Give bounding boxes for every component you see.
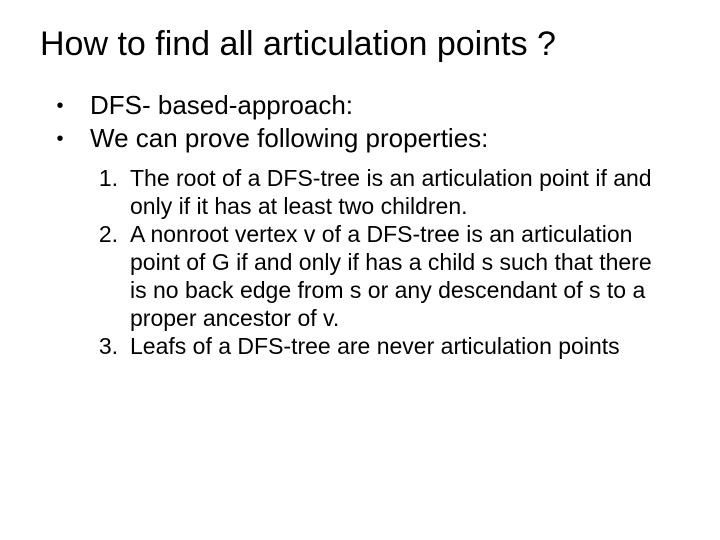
- bullet-item-1: • DFS- based-approach:: [30, 89, 690, 122]
- bullet-item-2: • We can prove following properties:: [30, 122, 690, 155]
- bullet-text-1: DFS- based-approach:: [90, 89, 353, 122]
- top-bullet-list: • DFS- based-approach: • We can prove fo…: [30, 89, 690, 154]
- numbered-item-2: 2. A nonroot vertex v of a DFS-tree is a…: [30, 220, 690, 332]
- bullet-text-2: We can prove following properties:: [90, 122, 488, 155]
- numbered-item-1: 1. The root of a DFS-tree is an articula…: [30, 164, 690, 220]
- numbered-text-1: The root of a DFS-tree is an articulatio…: [130, 164, 690, 220]
- numbered-text-3: Leafs of a DFS-tree are never articulati…: [130, 332, 690, 360]
- number-marker: 3.: [30, 332, 130, 360]
- numbered-item-3: 3. Leafs of a DFS-tree are never articul…: [30, 332, 690, 360]
- numbered-list: 1. The root of a DFS-tree is an articula…: [30, 164, 690, 360]
- number-marker: 1.: [30, 164, 130, 220]
- bullet-dot-icon: •: [30, 89, 90, 122]
- slide: How to find all articulation points ? • …: [0, 0, 720, 540]
- bullet-dot-icon: •: [30, 122, 90, 155]
- numbered-text-2: A nonroot vertex v of a DFS-tree is an a…: [130, 220, 690, 332]
- slide-title: How to find all articulation points ?: [40, 25, 690, 64]
- number-marker: 2.: [30, 220, 130, 332]
